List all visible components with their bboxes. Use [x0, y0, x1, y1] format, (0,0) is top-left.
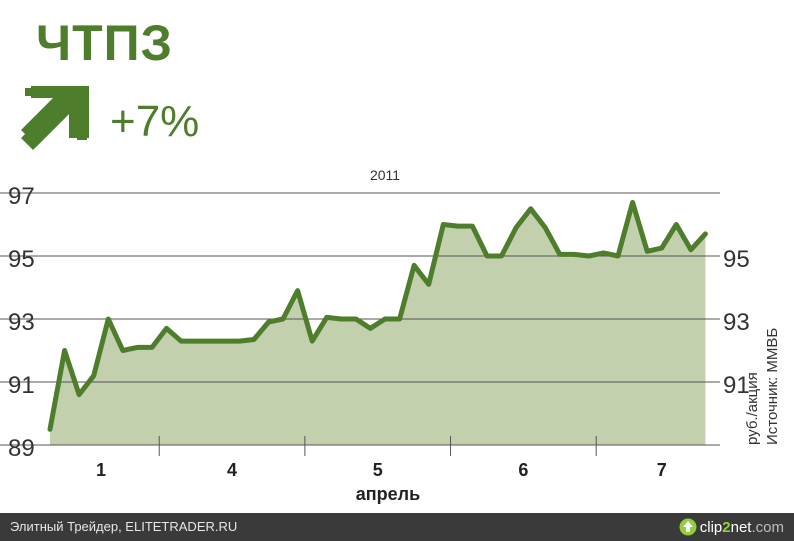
logo-main: clip [699, 518, 723, 536]
footer-source: Элитный Трейдер, ELITETRADER.RU [10, 519, 238, 534]
year-label: 2011 [370, 167, 400, 183]
arrow-up-icon [19, 84, 91, 156]
page-title: ЧТПЗ [36, 15, 173, 71]
logo-accent: 2 [722, 518, 731, 536]
price-chart: 89 91 91 93 93 95 95 97 1 4 5 6 7 2011 апрель руб./акци… [0, 167, 781, 504]
y-tick-right-95: 95 [723, 246, 750, 273]
arrow-up-icon [679, 518, 697, 536]
unit-label: руб./акция [744, 372, 761, 445]
y-tick-left-89: 89 [8, 435, 35, 462]
x-tick-5: 5 [373, 460, 383, 480]
y-tick-right-91: 91 [723, 372, 750, 399]
logo-domain: .com [751, 518, 784, 536]
y-tick-left-97: 97 [8, 183, 35, 210]
source-label: Источник: ММВБ [764, 328, 781, 445]
x-axis-label: апрель [356, 484, 420, 504]
y-tick-left-91: 91 [8, 372, 35, 399]
x-tick-4: 4 [227, 460, 237, 480]
series-line [47, 199, 708, 432]
change-percent: +7% [110, 97, 200, 146]
y-tick-left-93: 93 [8, 309, 35, 336]
x-tick-1: 1 [96, 460, 106, 480]
y-tick-left-95: 95 [8, 246, 35, 273]
y-tick-right-93: 93 [723, 309, 750, 336]
x-tick-6: 6 [518, 460, 528, 480]
clip2net-logo[interactable]: clip2net.com [679, 517, 784, 537]
logo-tail: net [730, 518, 752, 536]
x-tick-7: 7 [657, 460, 667, 480]
footer-bar: Элитный Трейдер, ELITETRADER.RU clip2net… [0, 513, 794, 541]
